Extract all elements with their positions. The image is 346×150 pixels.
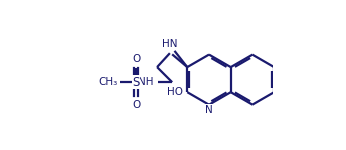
Text: HN: HN (162, 39, 177, 49)
Text: S: S (133, 76, 140, 89)
Text: O: O (132, 100, 140, 110)
Text: NH: NH (138, 77, 154, 87)
Text: N: N (205, 105, 213, 115)
Text: O: O (132, 54, 140, 64)
Text: HO: HO (167, 87, 183, 97)
Text: CH₃: CH₃ (98, 77, 118, 87)
